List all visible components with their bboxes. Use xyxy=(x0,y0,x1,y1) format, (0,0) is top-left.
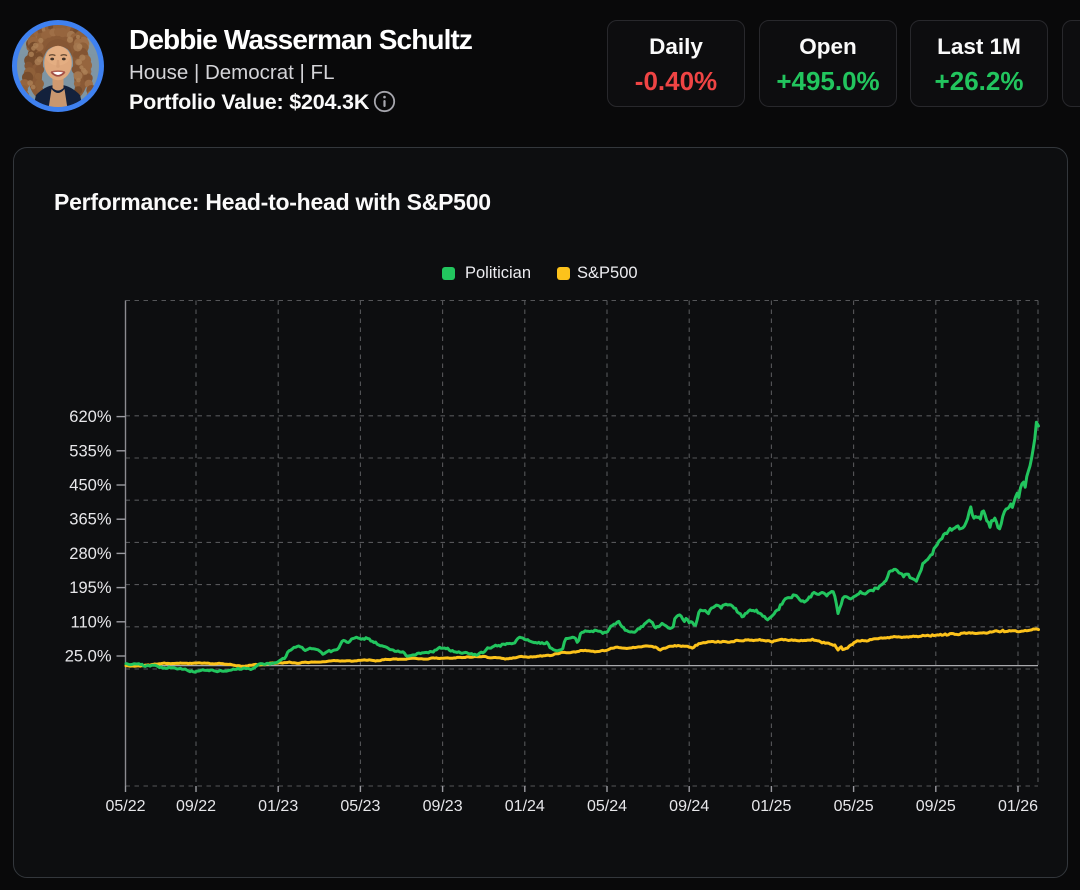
svg-text:09/24: 09/24 xyxy=(669,798,709,815)
svg-text:05/22: 05/22 xyxy=(105,798,145,815)
svg-text:09/25: 09/25 xyxy=(916,798,956,815)
svg-text:25.0%: 25.0% xyxy=(65,648,112,666)
svg-text:110%: 110% xyxy=(71,613,112,631)
svg-text:01/26: 01/26 xyxy=(998,798,1038,815)
svg-text:09/23: 09/23 xyxy=(423,798,463,815)
svg-text:535%: 535% xyxy=(69,442,112,460)
svg-text:05/23: 05/23 xyxy=(340,798,380,815)
svg-text:195%: 195% xyxy=(69,579,112,597)
svg-text:280%: 280% xyxy=(69,545,112,563)
svg-text:620%: 620% xyxy=(69,408,112,426)
svg-text:365%: 365% xyxy=(69,511,112,529)
svg-text:01/24: 01/24 xyxy=(505,798,545,815)
svg-text:05/25: 05/25 xyxy=(834,798,874,815)
svg-text:09/22: 09/22 xyxy=(176,798,216,815)
svg-text:01/23: 01/23 xyxy=(258,798,298,815)
svg-text:01/25: 01/25 xyxy=(751,798,791,815)
svg-text:450%: 450% xyxy=(69,477,112,495)
svg-text:05/24: 05/24 xyxy=(587,798,627,815)
